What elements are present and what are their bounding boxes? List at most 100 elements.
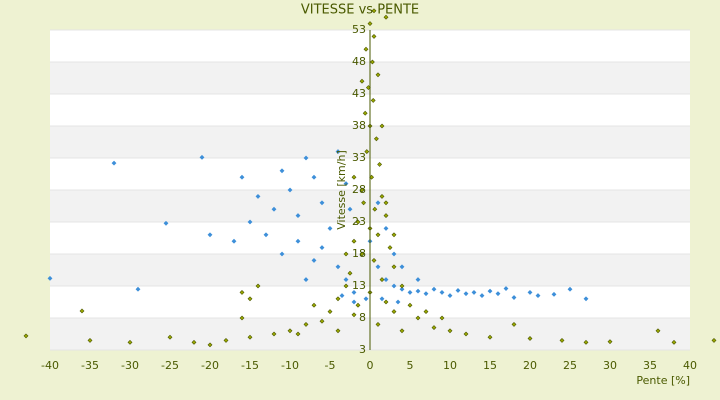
x-tick-label: -10 bbox=[281, 359, 299, 372]
data-point bbox=[362, 110, 368, 116]
data-point bbox=[271, 206, 277, 212]
data-point bbox=[303, 321, 309, 327]
x-tick-label: -20 bbox=[201, 359, 219, 372]
y-tick-label: 23 bbox=[352, 215, 366, 228]
data-point bbox=[369, 59, 375, 65]
data-point bbox=[559, 337, 565, 343]
data-point bbox=[395, 299, 401, 305]
y-tick-label: 53 bbox=[352, 23, 366, 36]
data-point bbox=[255, 283, 261, 289]
data-point bbox=[407, 302, 413, 308]
data-point bbox=[127, 339, 133, 345]
data-point bbox=[335, 149, 341, 155]
data-point bbox=[367, 21, 373, 27]
data-point bbox=[407, 289, 413, 295]
data-point bbox=[335, 264, 341, 270]
data-point bbox=[295, 238, 301, 244]
data-point bbox=[319, 200, 325, 206]
data-point bbox=[439, 315, 445, 321]
x-tick-label: 10 bbox=[443, 359, 457, 372]
x-tick-label: -35 bbox=[81, 359, 99, 372]
data-point bbox=[167, 334, 173, 340]
x-tick-label: -15 bbox=[241, 359, 259, 372]
x-tick-label: -30 bbox=[121, 359, 139, 372]
data-point bbox=[359, 187, 365, 193]
data-point bbox=[383, 14, 389, 20]
data-point bbox=[111, 160, 117, 166]
y-tick-label: 33 bbox=[352, 151, 366, 164]
data-point bbox=[527, 336, 533, 341]
data-point bbox=[47, 275, 53, 281]
y-axis-label: Vitesse [km/h] bbox=[335, 150, 348, 230]
data-point bbox=[361, 200, 367, 206]
data-point bbox=[447, 293, 453, 299]
data-point bbox=[423, 291, 429, 297]
data-point bbox=[207, 232, 213, 238]
data-point bbox=[247, 296, 253, 302]
data-point bbox=[199, 154, 205, 160]
chart-title: VITESSE vs PENTE bbox=[301, 3, 419, 18]
data-point bbox=[295, 331, 301, 337]
data-point bbox=[363, 296, 369, 302]
data-point bbox=[351, 289, 357, 295]
data-point bbox=[372, 206, 378, 212]
data-point bbox=[303, 277, 309, 283]
data-point bbox=[479, 293, 485, 299]
data-point bbox=[239, 174, 245, 180]
x-axis-label: Pente [%] bbox=[636, 374, 690, 387]
data-point bbox=[399, 328, 405, 334]
data-point bbox=[247, 334, 253, 340]
data-point bbox=[359, 78, 365, 84]
data-point bbox=[503, 286, 509, 291]
data-point bbox=[391, 309, 397, 315]
data-point bbox=[79, 308, 85, 314]
data-point bbox=[383, 277, 389, 283]
data-point bbox=[471, 289, 477, 295]
data-point bbox=[239, 289, 245, 295]
data-point bbox=[383, 299, 389, 305]
x-tick-label: -40 bbox=[41, 359, 59, 372]
data-point bbox=[339, 293, 345, 299]
data-point bbox=[439, 289, 445, 295]
data-point bbox=[335, 328, 341, 334]
data-point bbox=[271, 331, 277, 337]
data-point bbox=[87, 337, 93, 343]
data-point bbox=[387, 245, 393, 251]
data-point bbox=[423, 309, 429, 315]
x-tick-label: 5 bbox=[407, 359, 414, 372]
data-point bbox=[383, 213, 389, 219]
data-point bbox=[535, 293, 541, 299]
data-point bbox=[415, 288, 421, 294]
data-point bbox=[511, 295, 517, 300]
x-tick-label: 30 bbox=[603, 359, 617, 372]
data-point bbox=[347, 206, 353, 212]
x-tick-label: 35 bbox=[643, 359, 657, 372]
data-point bbox=[351, 238, 357, 244]
data-point bbox=[583, 339, 589, 345]
y-tick-label: 8 bbox=[359, 311, 366, 324]
data-point bbox=[671, 339, 677, 345]
data-point bbox=[343, 277, 349, 283]
data-point bbox=[391, 264, 397, 270]
data-point bbox=[375, 72, 381, 78]
data-point bbox=[399, 264, 405, 270]
data-point bbox=[223, 337, 229, 343]
data-point bbox=[311, 257, 317, 263]
data-point bbox=[447, 328, 453, 334]
data-point bbox=[311, 174, 317, 180]
data-point bbox=[351, 174, 357, 180]
data-point bbox=[379, 277, 385, 283]
data-point bbox=[279, 168, 285, 174]
data-point bbox=[391, 283, 397, 289]
data-point bbox=[495, 291, 501, 297]
data-point bbox=[231, 238, 237, 244]
data-point bbox=[327, 309, 333, 315]
data-point bbox=[607, 339, 613, 345]
data-point bbox=[371, 257, 377, 263]
data-point bbox=[379, 296, 385, 302]
data-point bbox=[135, 286, 141, 292]
data-point bbox=[379, 123, 385, 129]
data-point bbox=[379, 193, 385, 199]
data-point bbox=[303, 155, 309, 161]
